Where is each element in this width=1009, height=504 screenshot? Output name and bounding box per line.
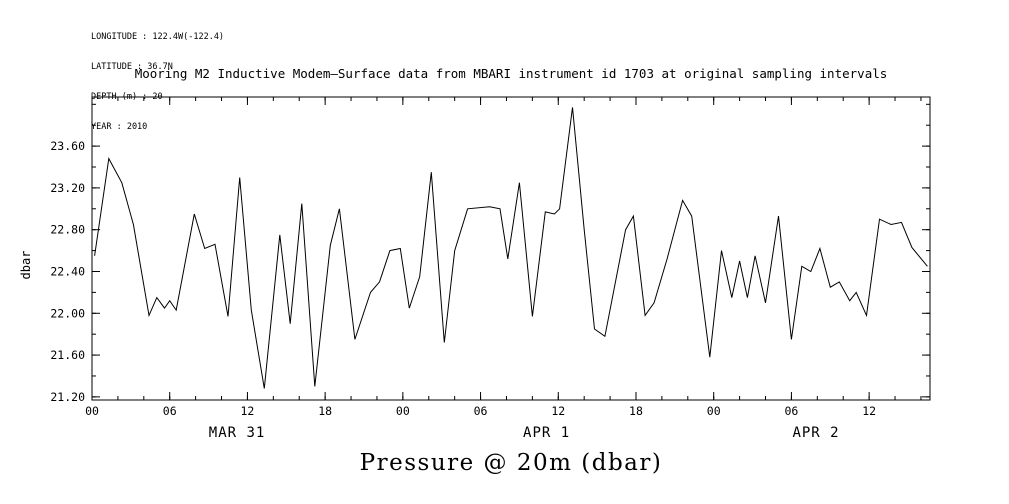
x-tick-label: 12 bbox=[240, 404, 254, 418]
x-axis-label: Pressure @ 20m (dbar) bbox=[359, 450, 663, 476]
x-day-label: MAR 31 bbox=[209, 425, 266, 441]
y-tick-label: 21.20 bbox=[50, 390, 85, 404]
metadata-longitude: LONGITUDE : 122.4W(-122.4) bbox=[91, 32, 225, 42]
x-day-label: APR 2 bbox=[792, 425, 839, 441]
chart-title: Mooring M2 Inductive Modem—Surface data … bbox=[134, 66, 888, 81]
pressure-line bbox=[94, 107, 928, 389]
y-tick-label: 22.80 bbox=[50, 223, 85, 237]
x-tick-label: 06 bbox=[163, 404, 177, 418]
x-tick-label: 06 bbox=[784, 404, 798, 418]
y-tick-label: 21.60 bbox=[50, 348, 85, 362]
y-tick-label: 23.20 bbox=[50, 181, 85, 195]
x-tick-label: 18 bbox=[318, 404, 332, 418]
x-tick-label: 18 bbox=[629, 404, 643, 418]
x-tick-label: 00 bbox=[707, 404, 721, 418]
metadata-year: YEAR : 2010 bbox=[91, 122, 148, 132]
metadata-latitude: LATITUDE : 36.7N bbox=[91, 62, 173, 72]
x-tick-label: 00 bbox=[85, 404, 99, 418]
x-day-label: APR 1 bbox=[523, 425, 570, 441]
plot-frame bbox=[91, 96, 931, 401]
x-tick-label: 12 bbox=[862, 404, 876, 418]
y-tick-label: 22.00 bbox=[50, 306, 85, 320]
y-tick-label: 23.60 bbox=[50, 139, 85, 153]
x-tick-label: 00 bbox=[396, 404, 410, 418]
y-tick-label: 22.40 bbox=[50, 264, 85, 278]
x-tick-label: 12 bbox=[551, 404, 565, 418]
x-tick-label: 06 bbox=[474, 404, 488, 418]
